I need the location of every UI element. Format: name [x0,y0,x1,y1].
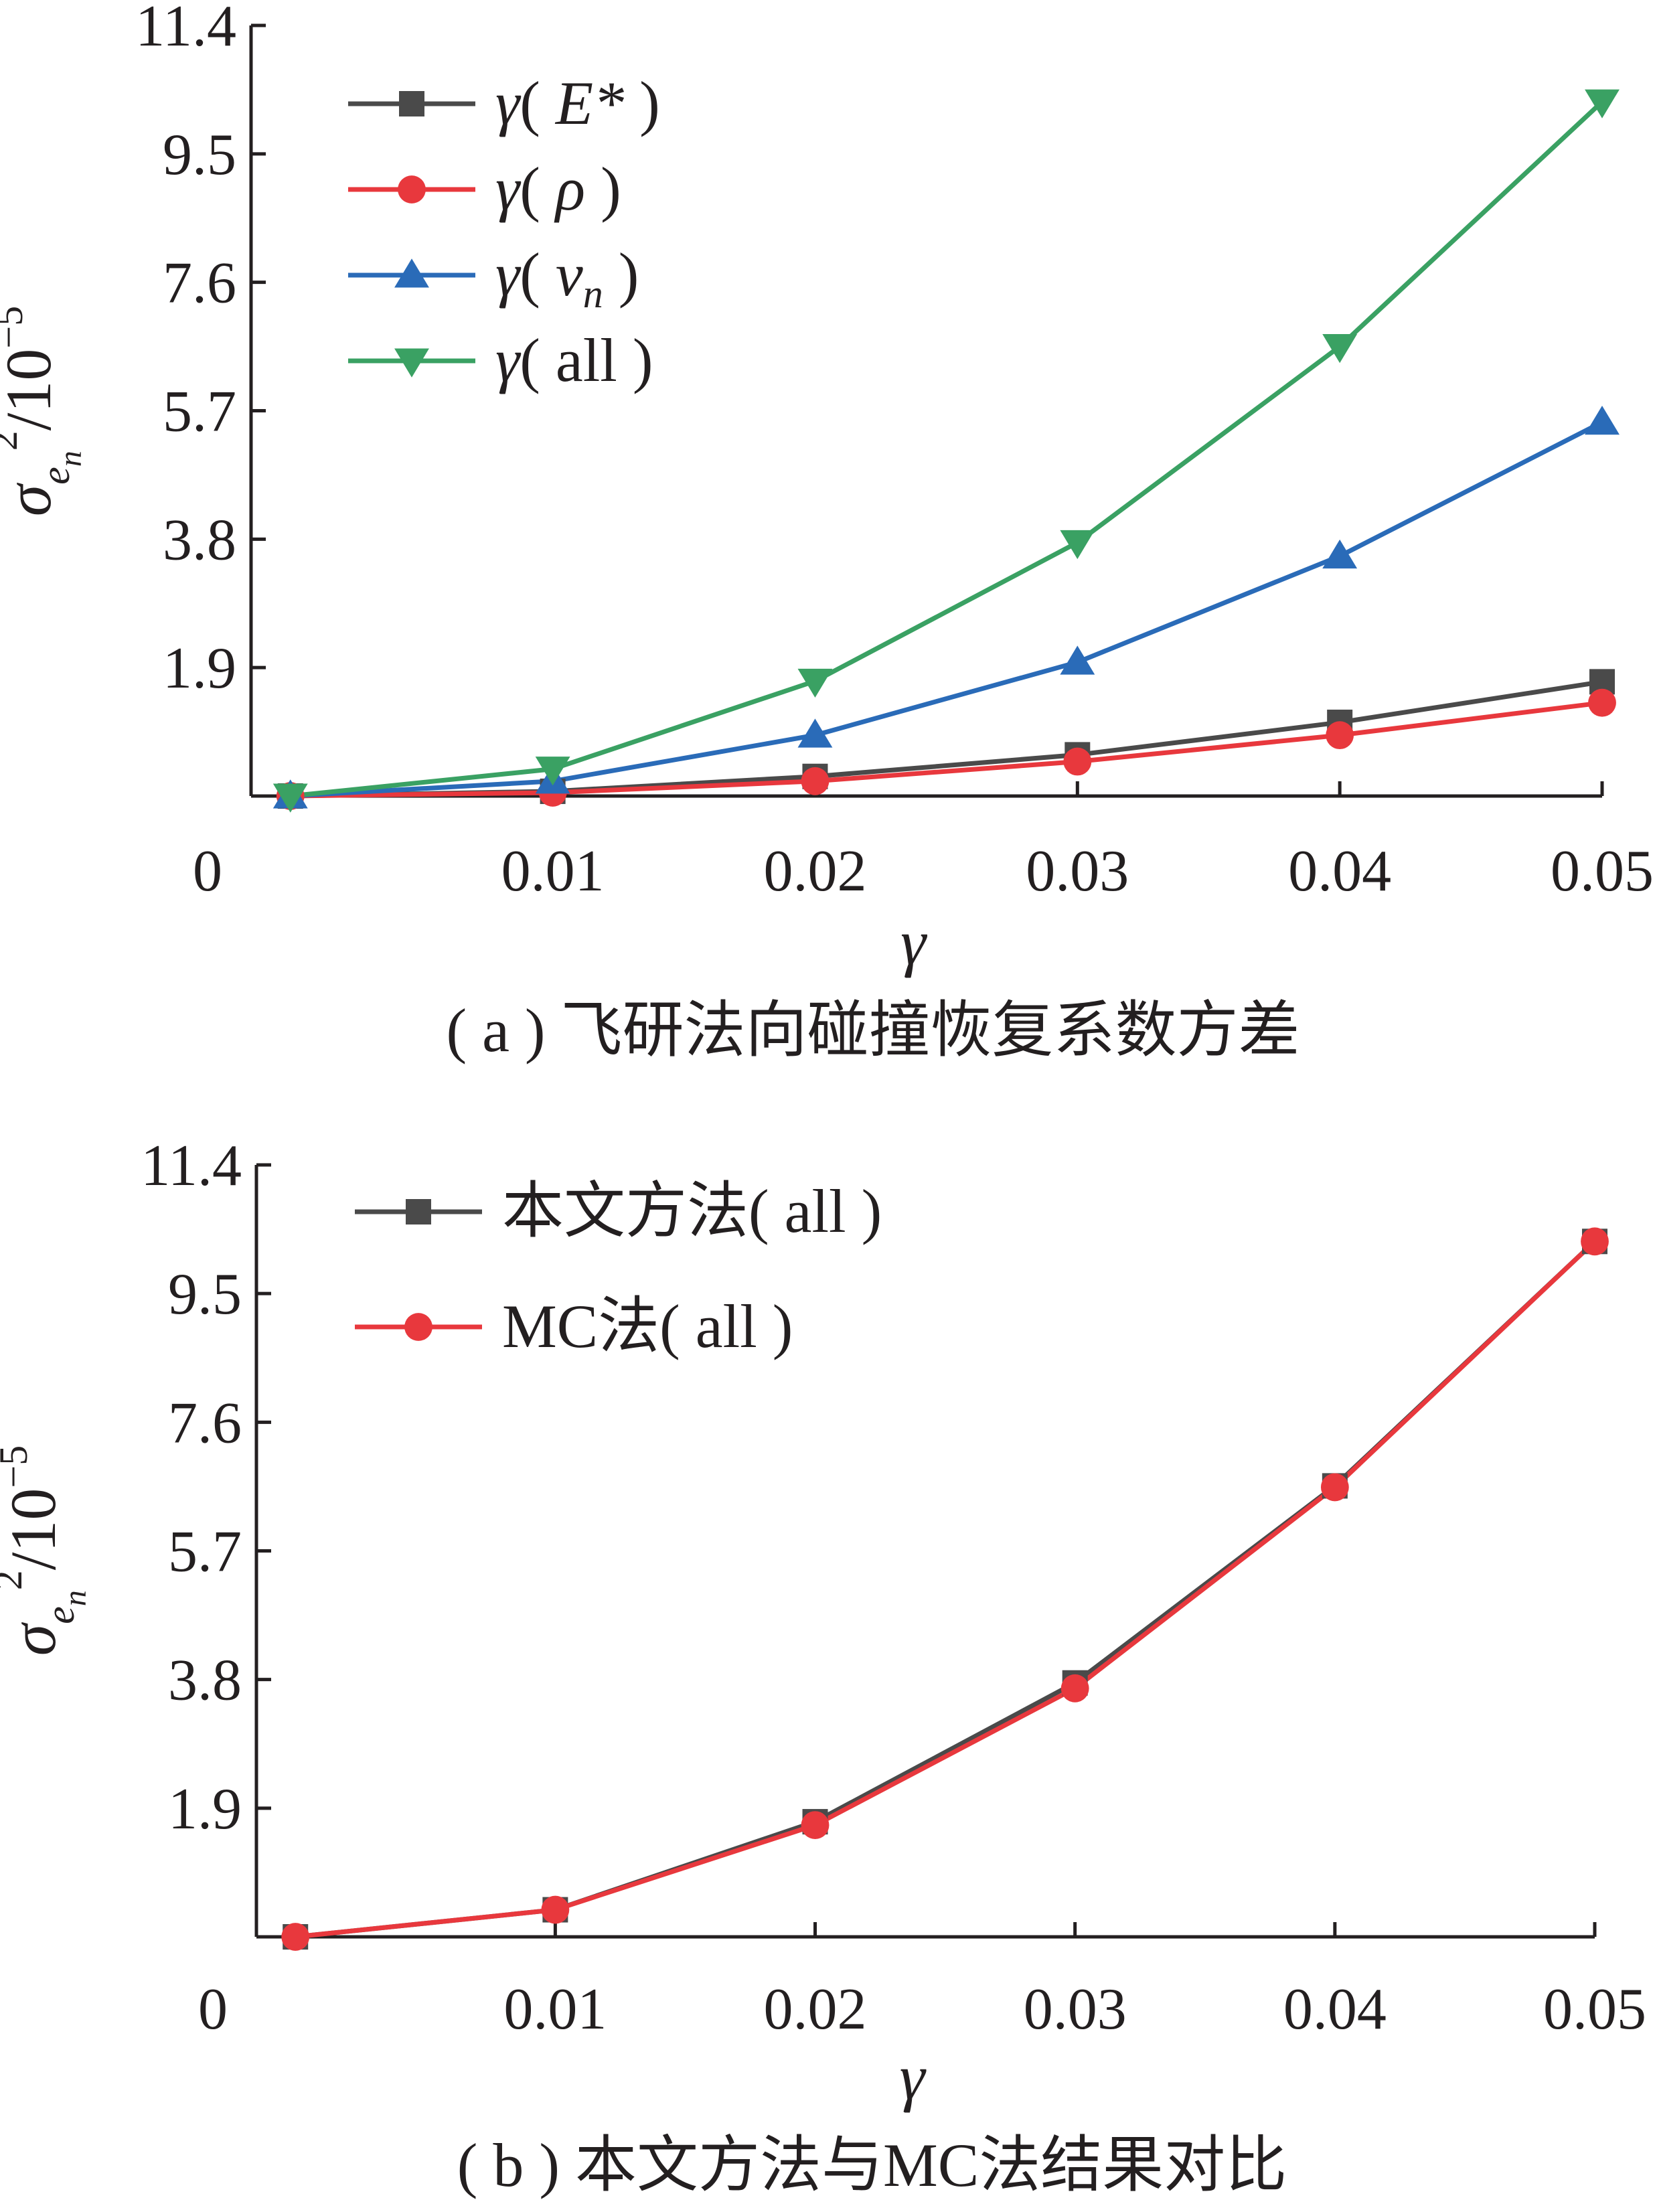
x-tick-label: 0.05 [1551,839,1654,904]
y-tick-label: 1.9 [163,636,236,701]
x-tick-label: 0.03 [1026,839,1129,904]
x-axis-title: γ [900,906,927,978]
series-line [290,100,1604,799]
data-point [1060,645,1095,675]
legend-label: γ( vn ) [495,240,639,316]
y-axis-title: σen2/10−5 [0,1445,93,1656]
data-point [281,1923,310,1951]
legend-marker [406,1199,431,1224]
data-point [1320,1473,1349,1502]
legend-marker [394,348,429,378]
y-tick-label: 5.7 [168,1520,242,1585]
data-point [1322,539,1358,569]
series-line [290,700,1603,799]
x-tick-label: 0 [198,1977,228,2042]
x-tick-label: 0.02 [763,839,866,904]
x-tick-label: 0.04 [1283,1977,1387,2042]
panel-b: 1.9 3.8 5.7 7.6 9.5 11.4 0 0.01 0.02 0.03 0.04 0.05… [0,1133,1646,2199]
data-point [797,668,833,698]
y-tick-label: 9.5 [163,123,236,187]
data-point [1585,89,1620,118]
y-axis-title: σen2/10−5 [0,306,88,517]
legend-label: MC法( all ) [502,1292,793,1360]
data-point [1326,721,1354,750]
panel-caption: ( a ) 飞研法向碰撞恢复系数方差 [446,996,1299,1064]
x-tick-label: 0.01 [501,839,605,904]
y-tick-label: 1.9 [168,1777,242,1842]
data-point [797,718,833,748]
data-point [272,783,308,813]
data-point [801,767,830,795]
y-tick-label: 5.7 [163,380,236,445]
y-tick-label: 3.8 [168,1648,242,1713]
panel-caption: ( b ) 本文方法与MC法结果对比 [457,2131,1287,2199]
x-tick-label: 0.02 [764,1977,867,2042]
legend-label: 本文方法( all ) [502,1177,882,1245]
y-tick-label: 3.8 [163,507,236,572]
y-tick-label: 9.5 [168,1262,242,1327]
legend-label: γ( all ) [495,326,653,394]
legend-marker [398,175,426,204]
y-tick-label: 11.4 [141,1133,242,1198]
legend-label: γ( ρ ) [495,155,621,223]
data-point [1060,1674,1089,1703]
data-point [1322,334,1358,364]
legend-marker [394,258,429,288]
series-line [295,1239,1597,1940]
data-point [1585,405,1620,435]
x-axis-title: γ [900,2041,927,2113]
y-tick-label: 7.6 [168,1391,242,1455]
data-point [535,757,570,786]
x-tick-label: 0.01 [503,1977,607,2042]
data-point [1060,530,1095,560]
data-point [1063,747,1092,776]
panel-a: 1.9 3.8 5.7 7.6 9.5 11.4 0 0.01 0.02 0.03 0.04 0.05… [0,0,1654,1064]
legend-marker [404,1313,432,1341]
series-line [295,1239,1597,1940]
data-point [801,1811,830,1840]
data-point [1581,1227,1609,1256]
x-tick-label: 0.04 [1288,839,1391,904]
x-tick-label: 0 [193,839,222,904]
x-tick-label: 0.05 [1543,1977,1646,2042]
legend-marker [399,91,424,116]
data-point [1588,688,1616,717]
legend-label: γ( E* ) [495,69,660,137]
y-tick-label: 11.4 [135,0,236,59]
data-point [541,1895,570,1924]
x-tick-label: 0.03 [1024,1977,1127,2042]
series-line [290,420,1603,799]
y-tick-label: 7.6 [163,251,236,316]
